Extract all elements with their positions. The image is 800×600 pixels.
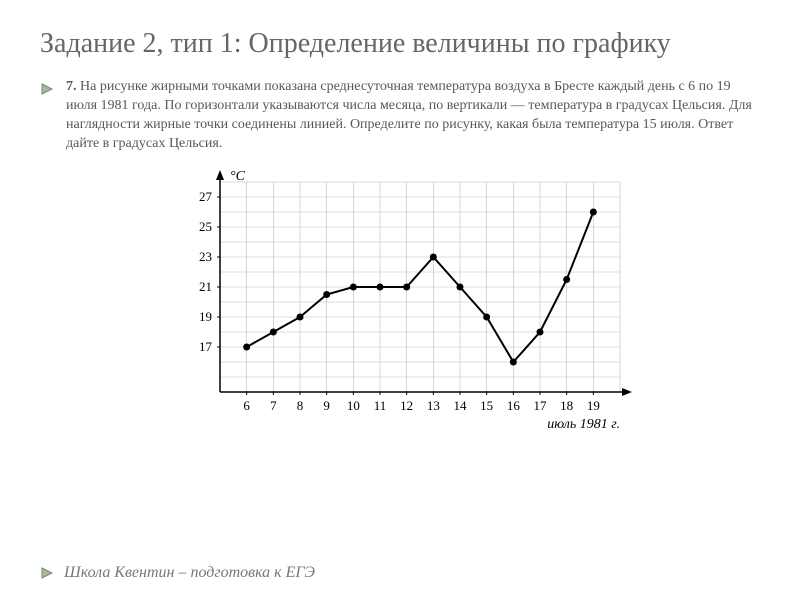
svg-text:13: 13 [427, 398, 440, 413]
svg-text:17: 17 [534, 398, 548, 413]
footer: Школа Квентин – подготовка к ЕГЭ [40, 564, 315, 582]
svg-text:18: 18 [560, 398, 573, 413]
slide: Задание 2, тип 1: Определение величины п… [0, 0, 800, 600]
svg-text:10: 10 [347, 398, 360, 413]
footer-text: Школа Квентин – подготовка к ЕГЭ [64, 564, 315, 582]
problem-text: 7. На рисунке жирными точками показана с… [66, 78, 760, 154]
svg-text:14: 14 [454, 398, 468, 413]
svg-text:8: 8 [297, 398, 304, 413]
svg-text:°C: °C [230, 169, 246, 184]
svg-text:17: 17 [199, 339, 213, 354]
svg-text:16: 16 [507, 398, 521, 413]
svg-text:21: 21 [199, 279, 212, 294]
svg-text:7: 7 [270, 398, 277, 413]
bullet-icon [40, 566, 54, 580]
svg-text:15: 15 [480, 398, 493, 413]
problem-body: На рисунке жирными точками показана сред… [66, 79, 752, 151]
svg-text:23: 23 [199, 249, 212, 264]
svg-text:27: 27 [199, 189, 213, 204]
svg-text:9: 9 [323, 398, 330, 413]
svg-text:6: 6 [243, 398, 250, 413]
bullet-icon [40, 82, 54, 96]
temperature-chart: 17 19 21 23 25 27 6 7 8 9 10 11 12 13 14 15 16 17 18 19 °C ию… [160, 162, 640, 442]
svg-text:25: 25 [199, 219, 212, 234]
svg-text:11: 11 [374, 398, 387, 413]
svg-text:19: 19 [587, 398, 600, 413]
svg-text:июль 1981 г.: июль 1981 г. [547, 417, 620, 432]
slide-title: Задание 2, тип 1: Определение величины п… [40, 28, 760, 60]
svg-text:19: 19 [199, 309, 212, 324]
problem-number: 7. [66, 79, 77, 94]
chart-container: 17 19 21 23 25 27 6 7 8 9 10 11 12 13 14 15 16 17 18 19 °C ию… [40, 162, 760, 442]
svg-text:12: 12 [400, 398, 413, 413]
problem-block: 7. На рисунке жирными точками показана с… [40, 78, 760, 154]
